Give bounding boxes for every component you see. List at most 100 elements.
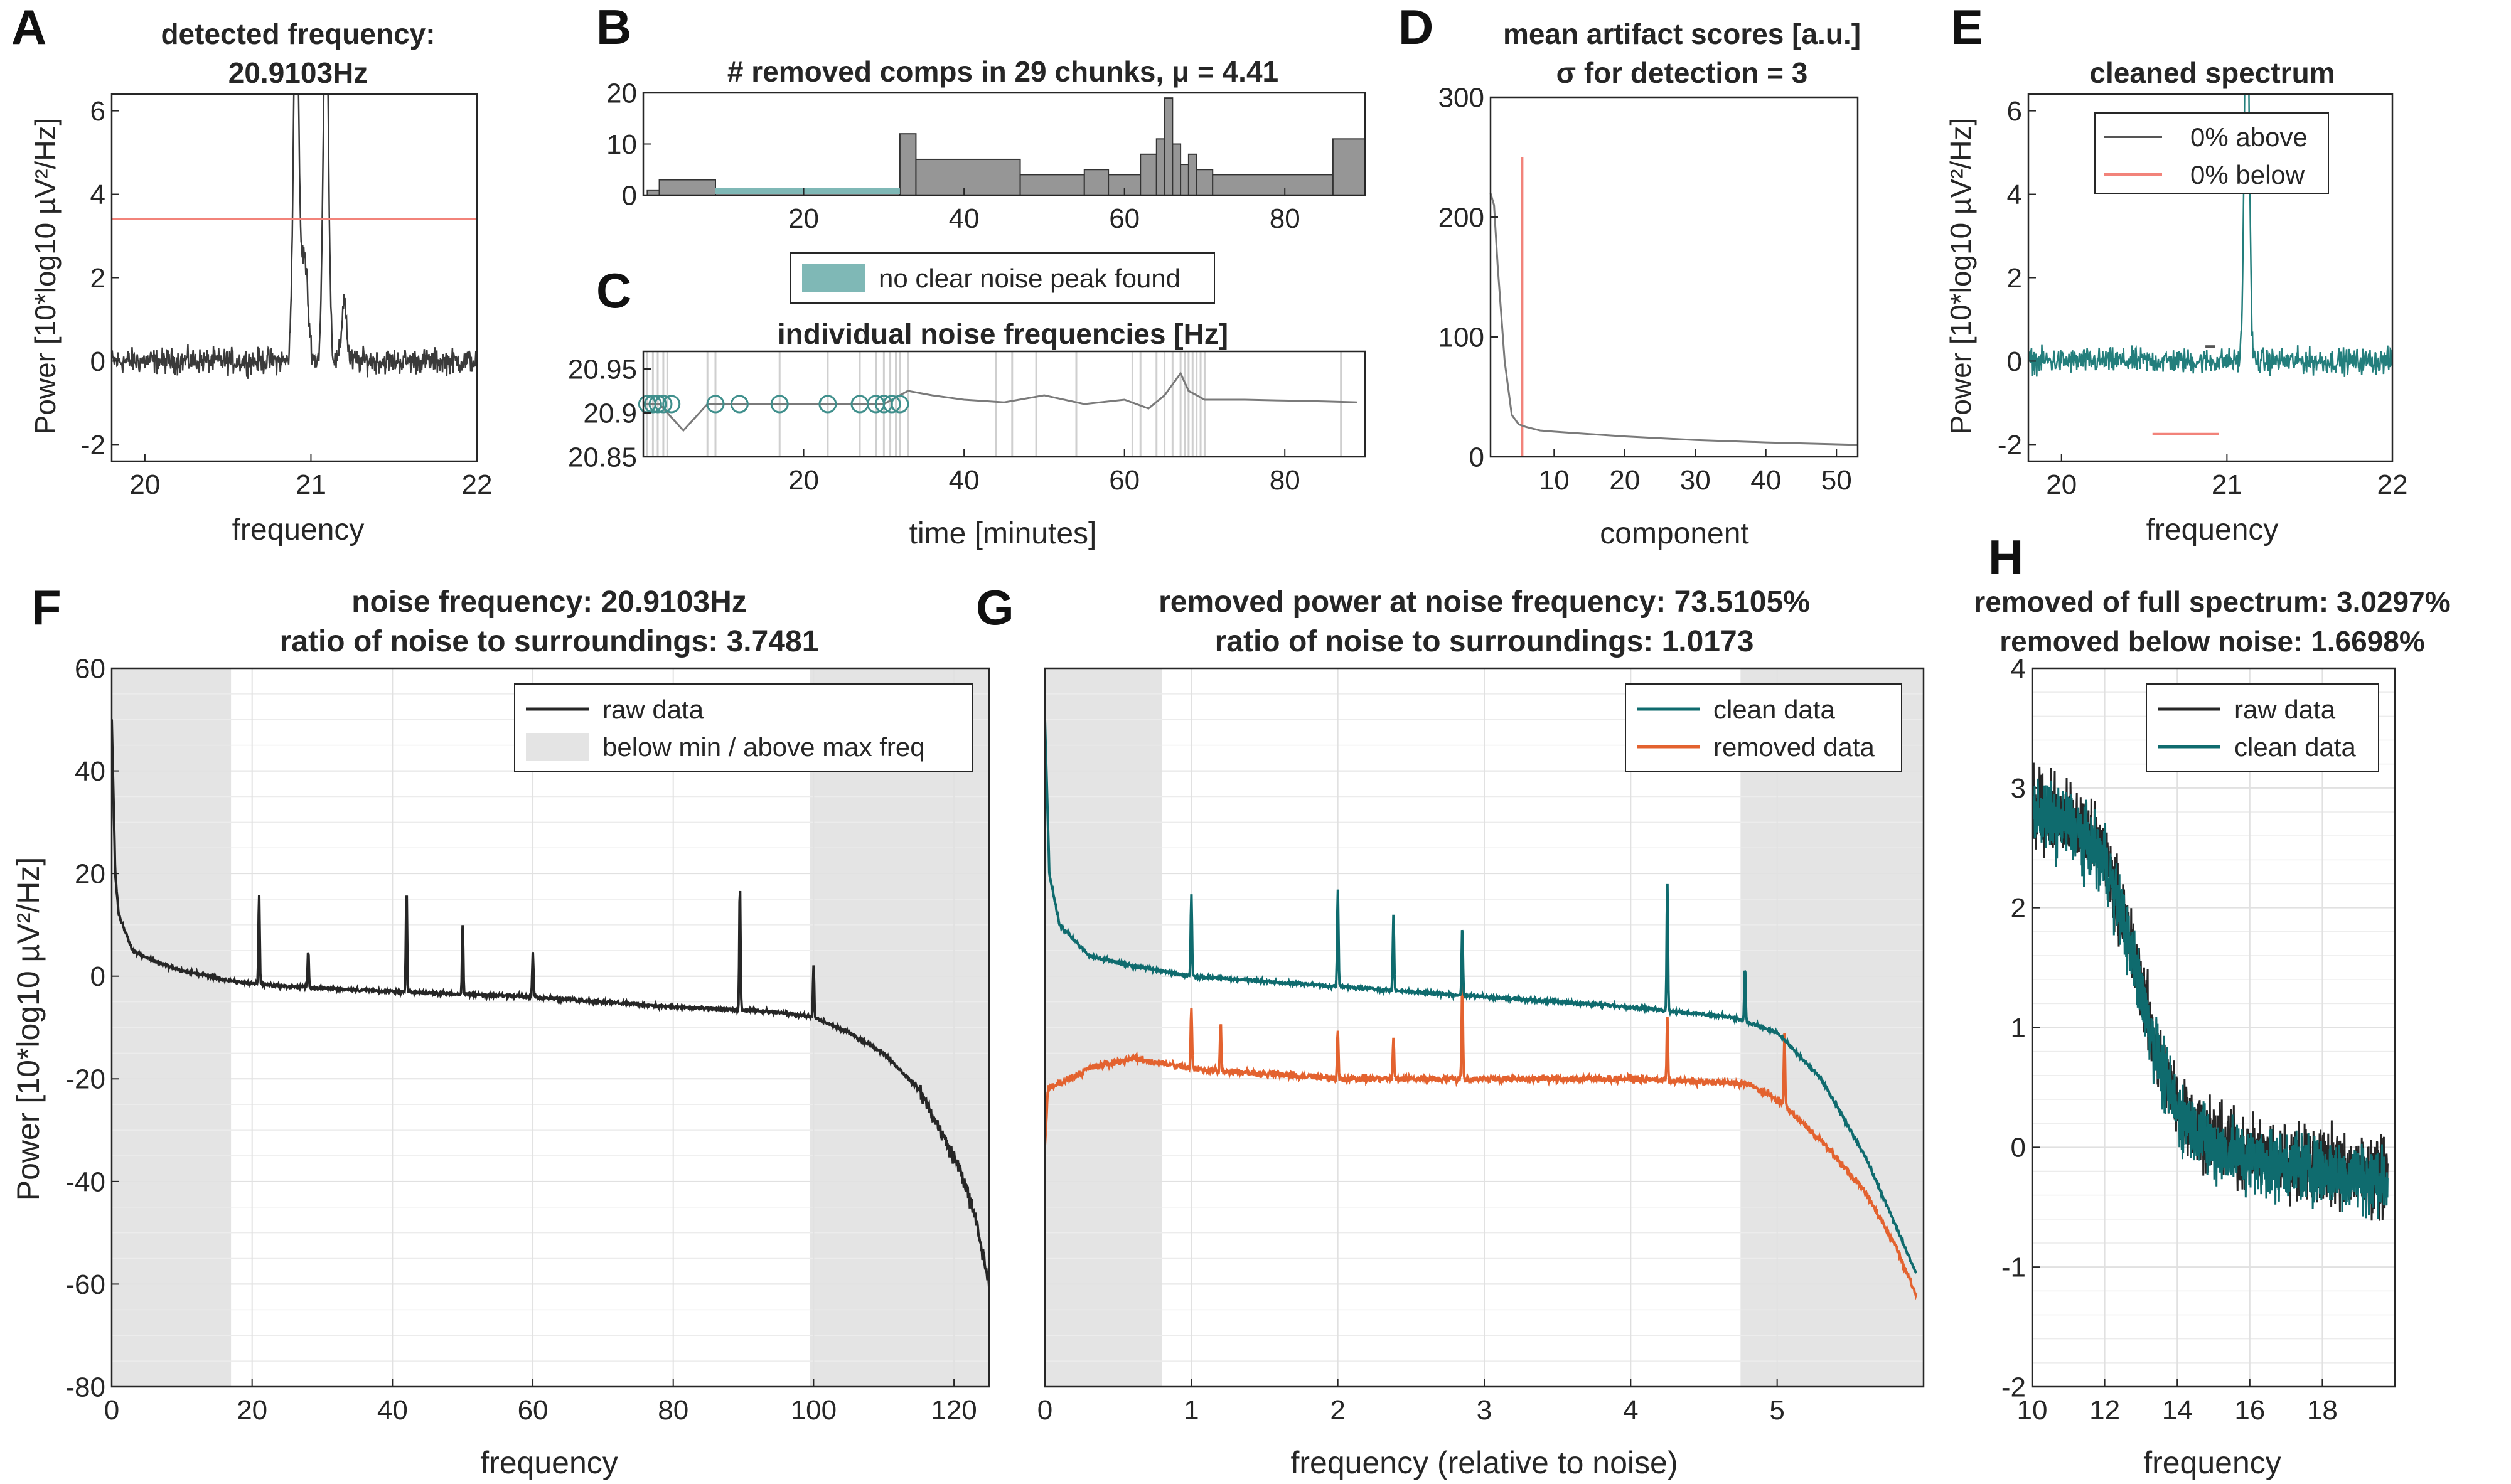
y-tick-label: 6: [2007, 96, 2022, 127]
x-axis-label: component: [1600, 517, 1749, 550]
x-tick-label: 60: [518, 1395, 549, 1426]
panel-letter-b: B: [596, 0, 631, 55]
x-tick-label: 3: [1477, 1395, 1492, 1426]
chart-title: individual noise frequencies [Hz]: [778, 318, 1228, 350]
x-tick-label: 10: [2017, 1395, 2048, 1426]
bar: [1019, 174, 1085, 196]
no-peak-marker: [730, 395, 749, 414]
y-tick-label: 4: [90, 179, 105, 210]
bar: [1187, 153, 1197, 196]
x-axis-label: time [minutes]: [909, 517, 1097, 550]
x-tick-label: 20: [129, 469, 160, 500]
y-tick-label: -80: [65, 1372, 105, 1402]
chart-subtitle: removed below noise: 1.6698%: [2000, 625, 2425, 658]
x-tick-label: 21: [296, 469, 326, 500]
y-axis-label: Power [10*log10 µV²/Hz]: [1944, 118, 1977, 435]
x-tick-label: 22: [2377, 469, 2408, 500]
no-peak-marker: [882, 395, 901, 414]
axes-frame: [2027, 93, 2394, 462]
series-removed-data: [1045, 982, 1918, 1300]
legend-entry: raw data: [602, 695, 704, 724]
y-tick-label: 60: [75, 653, 105, 684]
axes-frame: [642, 350, 1366, 458]
legend-box: [2146, 683, 2379, 772]
no-peak-marker: [706, 395, 725, 414]
chart-subtitle: 20.9103Hz: [228, 56, 368, 89]
legend-entry: 0% above: [2190, 122, 2308, 152]
y-tick-label: 200: [1438, 202, 1484, 233]
x-tick-label: 40: [1750, 465, 1781, 496]
chart-subtitle: ratio of noise to surroundings: 1.0173: [1215, 625, 1754, 658]
y-tick-label: 4: [2007, 179, 2022, 210]
y-tick-label: 2: [90, 263, 105, 294]
x-tick-label: 20: [788, 465, 819, 496]
x-tick-label: 60: [1109, 203, 1140, 234]
x-axis-label: frequency (relative to noise): [1291, 1445, 1678, 1480]
x-axis-label: frequency: [480, 1445, 618, 1480]
bar: [915, 158, 1021, 196]
axes-frame: [1044, 667, 1925, 1388]
legend-entry: clean data: [1713, 695, 1835, 724]
series-clean-data: [1045, 720, 1918, 1274]
bar: [1172, 143, 1182, 196]
chart-title: mean artifact scores [a.u.]: [1503, 18, 1861, 50]
y-tick-label: 40: [75, 756, 105, 787]
y-axis-label: Power [10*log10 µV²/Hz]: [29, 118, 62, 435]
legend-swatch: [802, 264, 865, 292]
y-tick-label: 20.95: [568, 354, 637, 385]
x-tick-label: 100: [791, 1395, 837, 1426]
x-tick-label: 21: [2212, 469, 2242, 500]
no-peak-marker: [770, 395, 789, 414]
y-tick-label: 0: [90, 346, 105, 377]
x-tick-label: 16: [2234, 1395, 2265, 1426]
x-tick-label: 60: [1109, 465, 1140, 496]
x-tick-label: 80: [1270, 203, 1300, 234]
y-tick-label: 20: [75, 859, 105, 890]
x-tick-label: 120: [931, 1395, 977, 1426]
bar: [658, 179, 716, 196]
axes-frame: [1489, 96, 1859, 458]
y-tick-label: 20: [606, 78, 637, 109]
legend-entry: removed data: [1713, 732, 1875, 762]
x-tick-label: 1: [1184, 1395, 1199, 1426]
y-tick-label: 100: [1438, 322, 1484, 353]
y-tick-label: 20.85: [568, 442, 637, 472]
y-tick-label: -20: [65, 1064, 105, 1095]
bar: [1196, 169, 1214, 196]
x-tick-label: 40: [949, 465, 980, 496]
chart-title: removed power at noise frequency: 73.510…: [1159, 585, 1810, 619]
legend-h: [2146, 683, 2379, 772]
x-tick-label: 2: [1330, 1395, 1345, 1426]
legend-f: [514, 683, 973, 772]
axes-frame: [642, 92, 1366, 196]
legend-entry: clean data: [2234, 732, 2356, 762]
axes-frame: [110, 93, 478, 462]
x-tick-label: 80: [658, 1395, 688, 1426]
series-raw-data: [112, 719, 989, 1288]
chart-title: # removed comps in 29 chunks, μ = 4.41: [727, 55, 1278, 88]
no-peak-marker: [662, 395, 681, 414]
x-tick-label: 20: [1609, 465, 1640, 496]
bar: [1140, 153, 1157, 196]
x-tick-label: 40: [949, 203, 980, 234]
x-tick-label: 80: [1270, 465, 1300, 496]
x-tick-label: 22: [462, 469, 493, 500]
series-raw-spectrum: [112, 94, 477, 379]
panel-letter-d: D: [1398, 0, 1433, 55]
chart-subtitle: σ for detection = 3: [1556, 56, 1808, 89]
x-tick-label: 18: [2307, 1395, 2338, 1426]
chart-title: noise frequency: 20.9103Hz: [351, 585, 747, 619]
x-tick-label: 5: [1769, 1395, 1784, 1426]
y-tick-label: 0: [90, 961, 105, 992]
legend-entry: below min / above max freq: [602, 732, 925, 762]
legend-entry: 0% below: [2190, 160, 2305, 190]
legend-swatch: [526, 733, 589, 761]
y-tick-label: 6: [90, 96, 105, 127]
x-tick-label: 14: [2162, 1395, 2193, 1426]
panel-letter-c: C: [596, 263, 631, 318]
legend-e: [2094, 112, 2329, 194]
legend-entry: no clear noise peak found: [879, 264, 1181, 293]
x-axis-label: frequency: [2143, 1445, 2281, 1480]
y-tick-label: 2: [2007, 263, 2022, 294]
